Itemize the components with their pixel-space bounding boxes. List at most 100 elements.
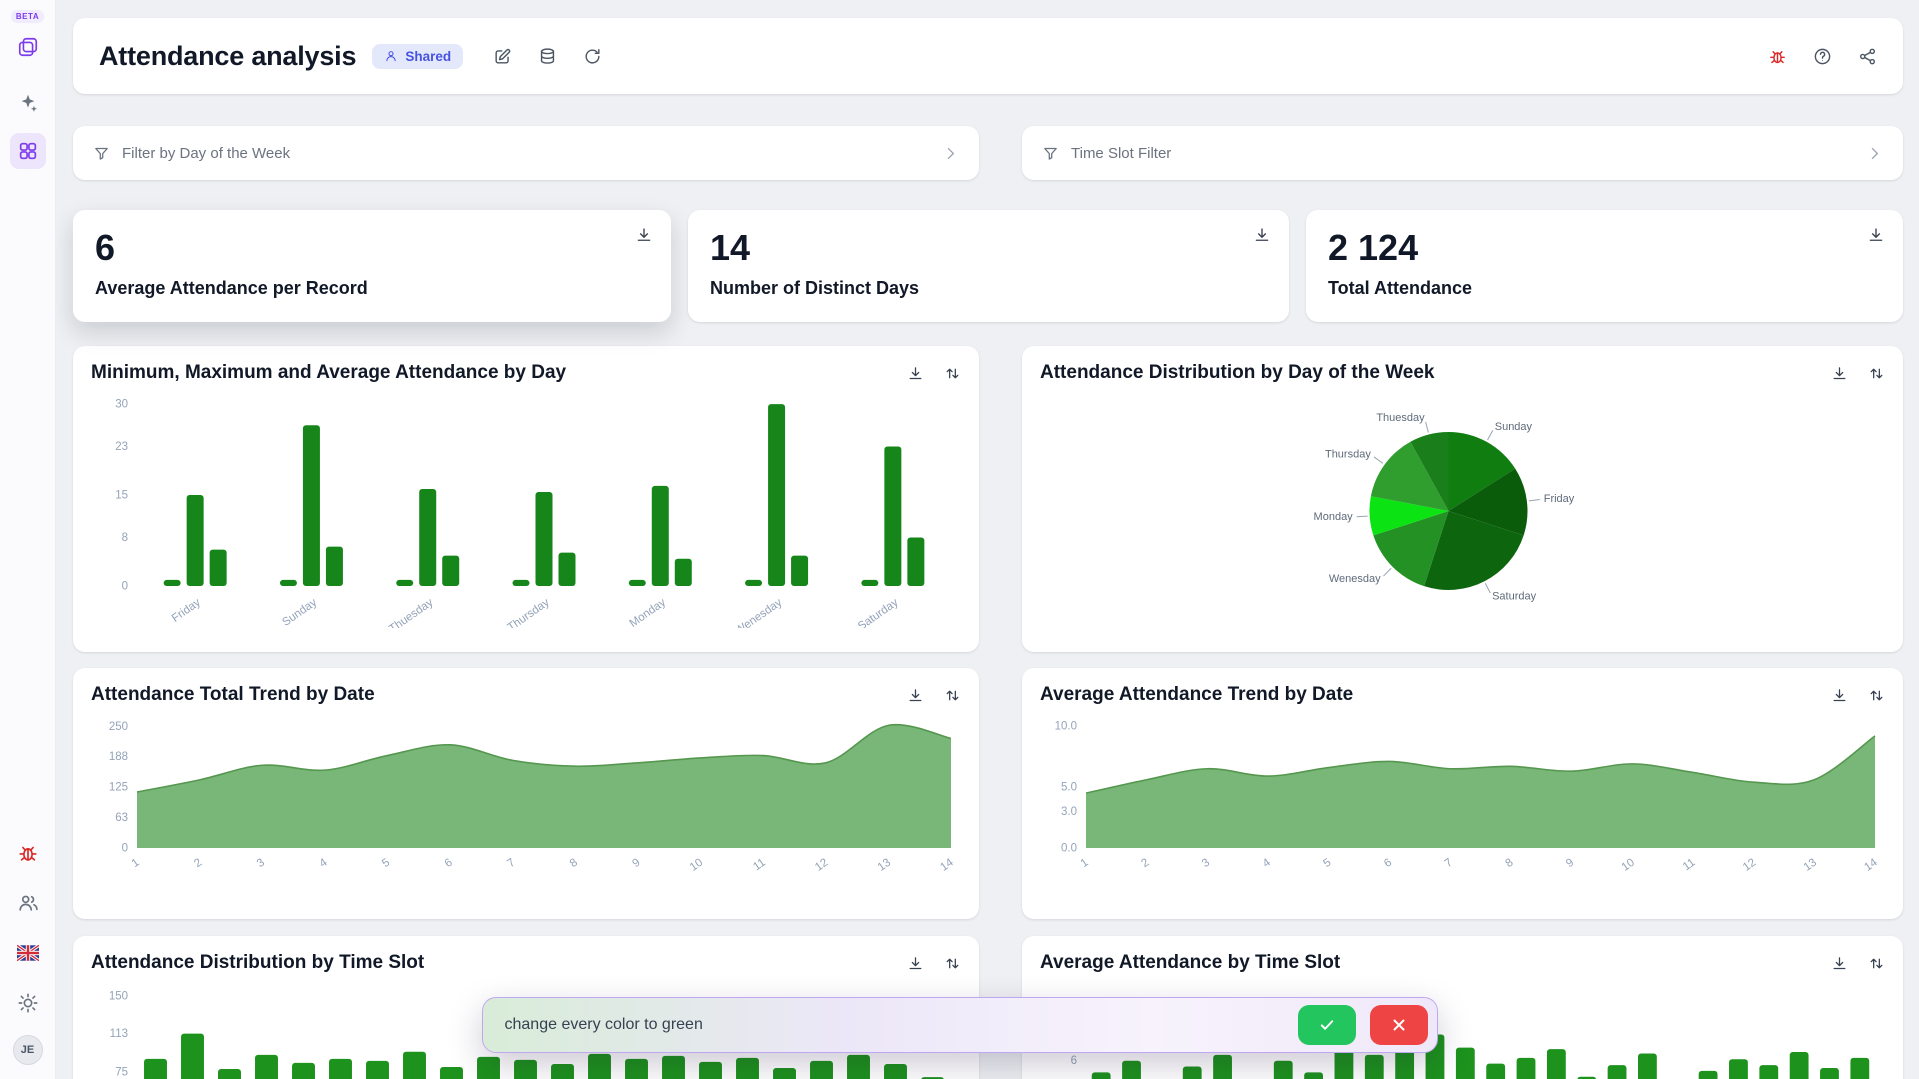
kpi-card-distinct-days: 14 Number of Distinct Days [688,210,1289,322]
chart-title: Attendance Total Trend by Date [91,684,375,705]
download-icon[interactable] [1831,687,1848,704]
svg-text:Sunday: Sunday [1495,421,1533,433]
svg-text:75: 75 [115,1067,128,1079]
download-icon[interactable] [907,955,924,972]
uk-flag-icon[interactable] [10,935,46,971]
share-icon[interactable] [1858,47,1877,66]
kpi-value: 14 [710,227,751,268]
edit-icon[interactable] [493,47,512,66]
prompt-bar: change every color to green [481,997,1438,1053]
svg-text:63: 63 [115,812,128,824]
kpi-label: Number of Distinct Days [710,278,920,298]
bug-report-icon[interactable] [1768,47,1787,66]
chart-title: Minimum, Maximum and Average Attendance … [91,362,567,383]
svg-text:4: 4 [1261,856,1274,870]
svg-text:11: 11 [751,857,768,874]
chart-title: Average Attendance Trend by Date [1040,684,1354,705]
svg-text:23: 23 [115,441,128,453]
svg-text:0: 0 [122,581,128,593]
svg-text:188: 188 [109,751,128,763]
bar-chart-canvas: 03875113150 [91,980,961,1079]
svg-text:0.0: 0.0 [1061,843,1077,855]
svg-text:Saturday: Saturday [856,596,901,628]
time-slot-filter[interactable]: Time Slot Filter [1022,126,1903,180]
svg-text:12: 12 [1741,857,1758,874]
day-filter-label: Filter by Day of the Week [122,144,291,162]
filter-icon [93,145,110,162]
sort-icon[interactable] [944,365,961,382]
download-icon[interactable] [907,687,924,704]
sort-icon[interactable] [1868,955,1885,972]
charts-row-1: Minimum, Maximum and Average Attendance … [73,346,1903,652]
database-icon[interactable] [538,47,557,66]
download-icon[interactable] [635,226,653,244]
sort-icon[interactable] [1868,687,1885,704]
chart-card-total-trend: Attendance Total Trend by Date 0 63 125 188… [73,668,979,919]
confirm-button[interactable] [1297,1005,1356,1045]
sort-icon[interactable] [944,687,961,704]
app-logo-icon[interactable] [10,29,46,65]
svg-text:Thursday: Thursday [1325,449,1371,461]
chart-title: Attendance Distribution by Time Slot [91,952,425,973]
svg-text:Friday: Friday [1544,493,1575,505]
svg-text:0: 0 [122,843,128,855]
dismiss-button[interactable] [1369,1005,1428,1045]
filters-row: Filter by Day of the Week Time Slot Filt… [73,126,1903,180]
theme-sun-icon[interactable] [10,985,46,1021]
download-icon[interactable] [1831,955,1848,972]
kpi-card-average-attendance: 6 Average Attendance per Record [73,210,671,322]
apps-grid-icon[interactable] [9,133,46,169]
svg-text:6: 6 [1382,857,1394,871]
svg-text:Saturday: Saturday [1492,591,1537,603]
shared-badge[interactable]: Shared [372,43,464,69]
help-icon[interactable] [1813,47,1832,66]
svg-text:125: 125 [109,782,128,794]
svg-text:2: 2 [192,857,204,871]
svg-text:13: 13 [876,857,893,874]
chevron-right-icon [1866,145,1883,162]
shared-badge-label: Shared [405,48,452,64]
day-of-week-filter[interactable]: Filter by Day of the Week [73,126,979,180]
download-icon[interactable] [1253,226,1271,244]
kpi-value: 6 [95,227,116,268]
sidebar: BETA JE [0,0,56,1079]
person-icon [384,49,398,63]
avatar[interactable]: JE [12,1035,43,1065]
svg-text:8: 8 [122,532,128,544]
filter-icon [1042,145,1059,162]
sort-icon[interactable] [944,955,961,972]
svg-text:Monday: Monday [628,596,669,628]
sparkles-icon[interactable] [10,85,46,121]
chevron-right-icon [942,145,959,162]
svg-text:12: 12 [813,857,830,874]
download-icon[interactable] [1831,365,1848,382]
refresh-icon[interactable] [583,47,602,66]
header-card: Attendance analysis Shared [73,18,1903,94]
bug-report-icon[interactable] [10,835,46,871]
svg-text:2: 2 [1139,857,1151,871]
svg-text:4: 4 [317,856,330,870]
svg-text:30: 30 [115,399,128,411]
pie-chart-canvas: Sunday Friday Saturday Wenesday Monday Thursd… [1040,390,1885,628]
charts-row-2: Attendance Total Trend by Date 0 63 125 188… [73,668,1903,919]
svg-text:3: 3 [1200,857,1212,871]
svg-text:9: 9 [631,857,643,871]
svg-text:113: 113 [110,1028,128,1040]
svg-text:7: 7 [1443,857,1455,871]
svg-text:11: 11 [1681,857,1698,874]
svg-text:Thuesday: Thuesday [387,596,435,628]
svg-text:8: 8 [568,857,580,871]
chart-card-distribution-day: Attendance Distribution by Day of the We… [1022,346,1903,652]
svg-text:10: 10 [688,857,705,874]
users-icon[interactable] [10,885,46,921]
sort-icon[interactable] [1868,365,1885,382]
main-content: Attendance analysis Shared Filter by Day… [56,0,1919,1079]
chart-card-min-max-avg: Minimum, Maximum and Average Attendance … [73,346,979,652]
svg-text:Thursday: Thursday [506,596,552,628]
svg-text:5: 5 [380,857,392,871]
prompt-input[interactable]: change every color to green [504,1016,703,1033]
download-icon[interactable] [907,365,924,382]
svg-text:Wenesday: Wenesday [1329,573,1381,585]
download-icon[interactable] [1867,226,1885,244]
svg-text:150: 150 [109,991,128,1003]
